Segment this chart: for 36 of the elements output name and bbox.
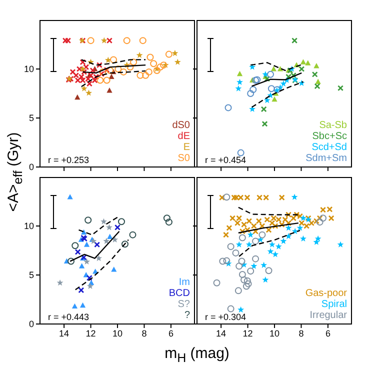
text: Sa-Sb <box>318 120 347 131</box>
text: Im <box>178 277 190 288</box>
x-tick-label: 6 <box>325 328 330 338</box>
x-tick-label: 12 <box>86 328 96 338</box>
text: Gas-poor <box>305 288 347 299</box>
text: BCD <box>168 288 190 299</box>
y-tick-label: 10 <box>24 64 34 74</box>
text: Spiral <box>320 299 347 310</box>
annotation: r = +0.443 <box>48 312 90 322</box>
x-tick-label: 6 <box>168 328 174 338</box>
x-tick-label: 10 <box>269 328 280 338</box>
text: dE <box>176 131 190 142</box>
y-tick-label: 0 <box>28 319 34 330</box>
annotation: r = +0.253 <box>48 155 90 165</box>
x-tick-label: 10 <box>112 328 123 338</box>
y-tick-label: 10 <box>24 221 34 232</box>
x-axis-title: m$_{H}$ (mag) <box>164 345 230 365</box>
text: S? <box>176 299 190 310</box>
text: E <box>182 142 190 153</box>
text: dS0 <box>172 120 190 131</box>
x-tick-label: 8 <box>142 328 147 338</box>
y-tick-label: 0 <box>28 162 34 172</box>
text: Sbc+Sc <box>311 131 347 142</box>
y-tick-label: 5 <box>28 270 34 280</box>
x-tick-label: 14 <box>216 328 226 338</box>
x-tick-label: 14 <box>59 328 70 338</box>
text: S0 <box>176 153 190 164</box>
text: Irregular <box>308 310 347 321</box>
text: ? <box>183 310 190 321</box>
annotation: r = +0.304 <box>205 312 246 322</box>
text: Sdm+Sm <box>306 153 347 164</box>
x-tick-label: 12 <box>242 328 253 338</box>
x-tick-label: 8 <box>298 328 304 338</box>
annotation: r = +0.454 <box>205 155 246 165</box>
text: Scd+Sd <box>310 142 347 153</box>
y-tick-label: 5 <box>28 113 34 124</box>
